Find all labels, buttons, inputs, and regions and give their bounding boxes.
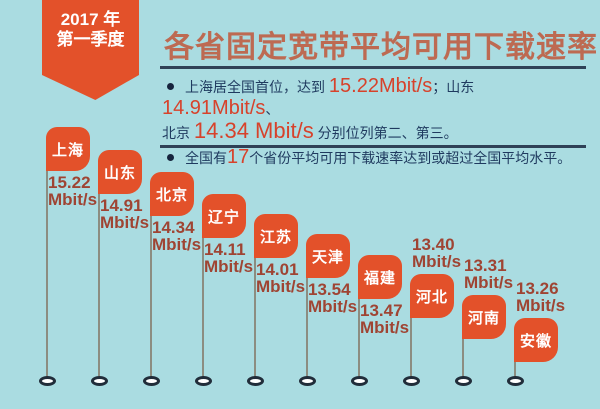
value-number: 14.91 — [100, 196, 143, 215]
province-label: 辽宁 — [207, 208, 240, 226]
flag-pole — [46, 169, 48, 377]
province-label: 河南 — [467, 309, 500, 327]
province-flag: 北京 — [150, 172, 194, 216]
value-label: 14.11 Mbit/s — [204, 241, 253, 275]
value-label: 15.22 Mbit/s — [48, 174, 97, 208]
province-flag: 安徽 — [514, 318, 558, 362]
insight-text: 北京 — [162, 125, 194, 141]
insight-text: 个省份平均可用下载速率达到或超过全国平均水平。 — [249, 150, 572, 166]
province-flag: 河南 — [462, 295, 506, 339]
flag-pole — [150, 214, 152, 377]
pole-base-icon — [455, 376, 472, 386]
value-number: 13.26 — [516, 279, 559, 298]
province-flag: 山东 — [98, 150, 142, 194]
page-title: 各省固定宽带平均可用下载速率 — [164, 31, 598, 64]
title-divider — [160, 66, 586, 69]
value-unit: Mbit/s — [308, 297, 358, 316]
value-unit: Mbit/s — [204, 257, 254, 276]
value-label: 13.31 Mbit/s — [464, 257, 513, 291]
value-label: 13.26 Mbit/s — [516, 280, 565, 314]
province-label: 河北 — [415, 288, 448, 306]
flag-pole — [462, 337, 464, 377]
flag-pole — [410, 316, 412, 377]
province-flag: 天津 — [306, 234, 350, 278]
insight-bullet-2: 全国有17个省份平均可用下载速率达到或超过全国平均水平。 — [162, 147, 594, 169]
value-number: 13.47 — [360, 301, 403, 320]
pole-base-icon — [299, 376, 316, 386]
pole-base-icon — [91, 376, 108, 386]
flag-pole — [514, 360, 516, 377]
value-unit: Mbit/s — [48, 190, 98, 209]
insight-number: 15.22Mbit/s — [328, 75, 433, 97]
value-unit: Mbit/s — [152, 235, 202, 254]
insight-number: 14.34 Mbit/s — [193, 118, 314, 143]
pole-base-icon — [195, 376, 212, 386]
insight-text: 全国有 — [185, 150, 227, 166]
value-number: 13.54 — [308, 280, 351, 299]
province-flag: 辽宁 — [202, 194, 246, 238]
insights-divider — [160, 145, 586, 148]
value-unit: Mbit/s — [464, 273, 514, 292]
value-label: 13.40 Mbit/s — [412, 236, 461, 270]
flag-pole — [358, 297, 360, 377]
province-flag: 江苏 — [254, 214, 298, 258]
province-label: 江苏 — [259, 228, 292, 246]
insight-number: 14.91Mbit/s — [162, 97, 266, 119]
value-number: 14.11 — [204, 240, 246, 259]
pole-base-icon — [143, 376, 160, 386]
flag-pole — [202, 236, 204, 377]
flag-pole — [254, 256, 256, 377]
province-label: 山东 — [103, 164, 136, 182]
province-label: 安徽 — [519, 332, 552, 350]
pole-base-icon — [507, 376, 524, 386]
bullet-dot-icon — [167, 154, 174, 162]
value-label: 13.54 Mbit/s — [308, 281, 357, 315]
flag-pole — [98, 192, 100, 377]
value-number: 14.34 — [152, 218, 195, 237]
flag-pole — [306, 276, 308, 377]
insight-bullet-1: 上海居全国首位，达到 15.22Mbit/s；山东 14.91Mbit/s、北京… — [162, 76, 594, 144]
value-label: 14.01 Mbit/s — [256, 261, 305, 295]
province-flag: 河北 — [410, 274, 454, 318]
value-label: 14.91 Mbit/s — [100, 197, 149, 231]
period-year-label: 2017 年 — [60, 10, 121, 29]
value-number: 15.22 — [48, 173, 91, 192]
insights-block: 上海居全国首位，达到 15.22Mbit/s；山东 14.91Mbit/s、北京… — [162, 76, 594, 172]
value-number: 13.40 — [412, 235, 455, 254]
value-number: 13.31 — [464, 256, 507, 275]
pole-base-icon — [39, 376, 56, 386]
value-label: 13.47 Mbit/s — [360, 302, 409, 336]
insight-text: 分别位列第二、第三。 — [313, 125, 458, 141]
value-number: 14.01 — [256, 260, 299, 279]
period-quarter-label: 第一季度 — [56, 30, 125, 49]
insight-text: 上海居全国首位，达到 — [185, 79, 329, 95]
province-label: 福建 — [363, 269, 396, 287]
province-flag: 福建 — [358, 255, 402, 299]
insight-text: 、 — [265, 101, 280, 117]
value-unit: Mbit/s — [516, 296, 566, 315]
pole-base-icon — [351, 376, 368, 386]
value-unit: Mbit/s — [256, 277, 306, 296]
pole-base-icon — [247, 376, 264, 386]
value-unit: Mbit/s — [100, 213, 150, 232]
insight-text: ；山东 — [432, 79, 475, 95]
value-unit: Mbit/s — [360, 318, 410, 337]
province-label: 上海 — [51, 141, 84, 159]
bullet-dot-icon — [167, 83, 174, 91]
insight-number: 17 — [227, 146, 250, 168]
province-label: 北京 — [155, 186, 188, 204]
pole-base-icon — [403, 376, 420, 386]
province-label: 天津 — [311, 248, 344, 266]
value-unit: Mbit/s — [412, 252, 462, 271]
value-label: 14.34 Mbit/s — [152, 219, 201, 253]
province-flag: 上海 — [46, 127, 90, 171]
